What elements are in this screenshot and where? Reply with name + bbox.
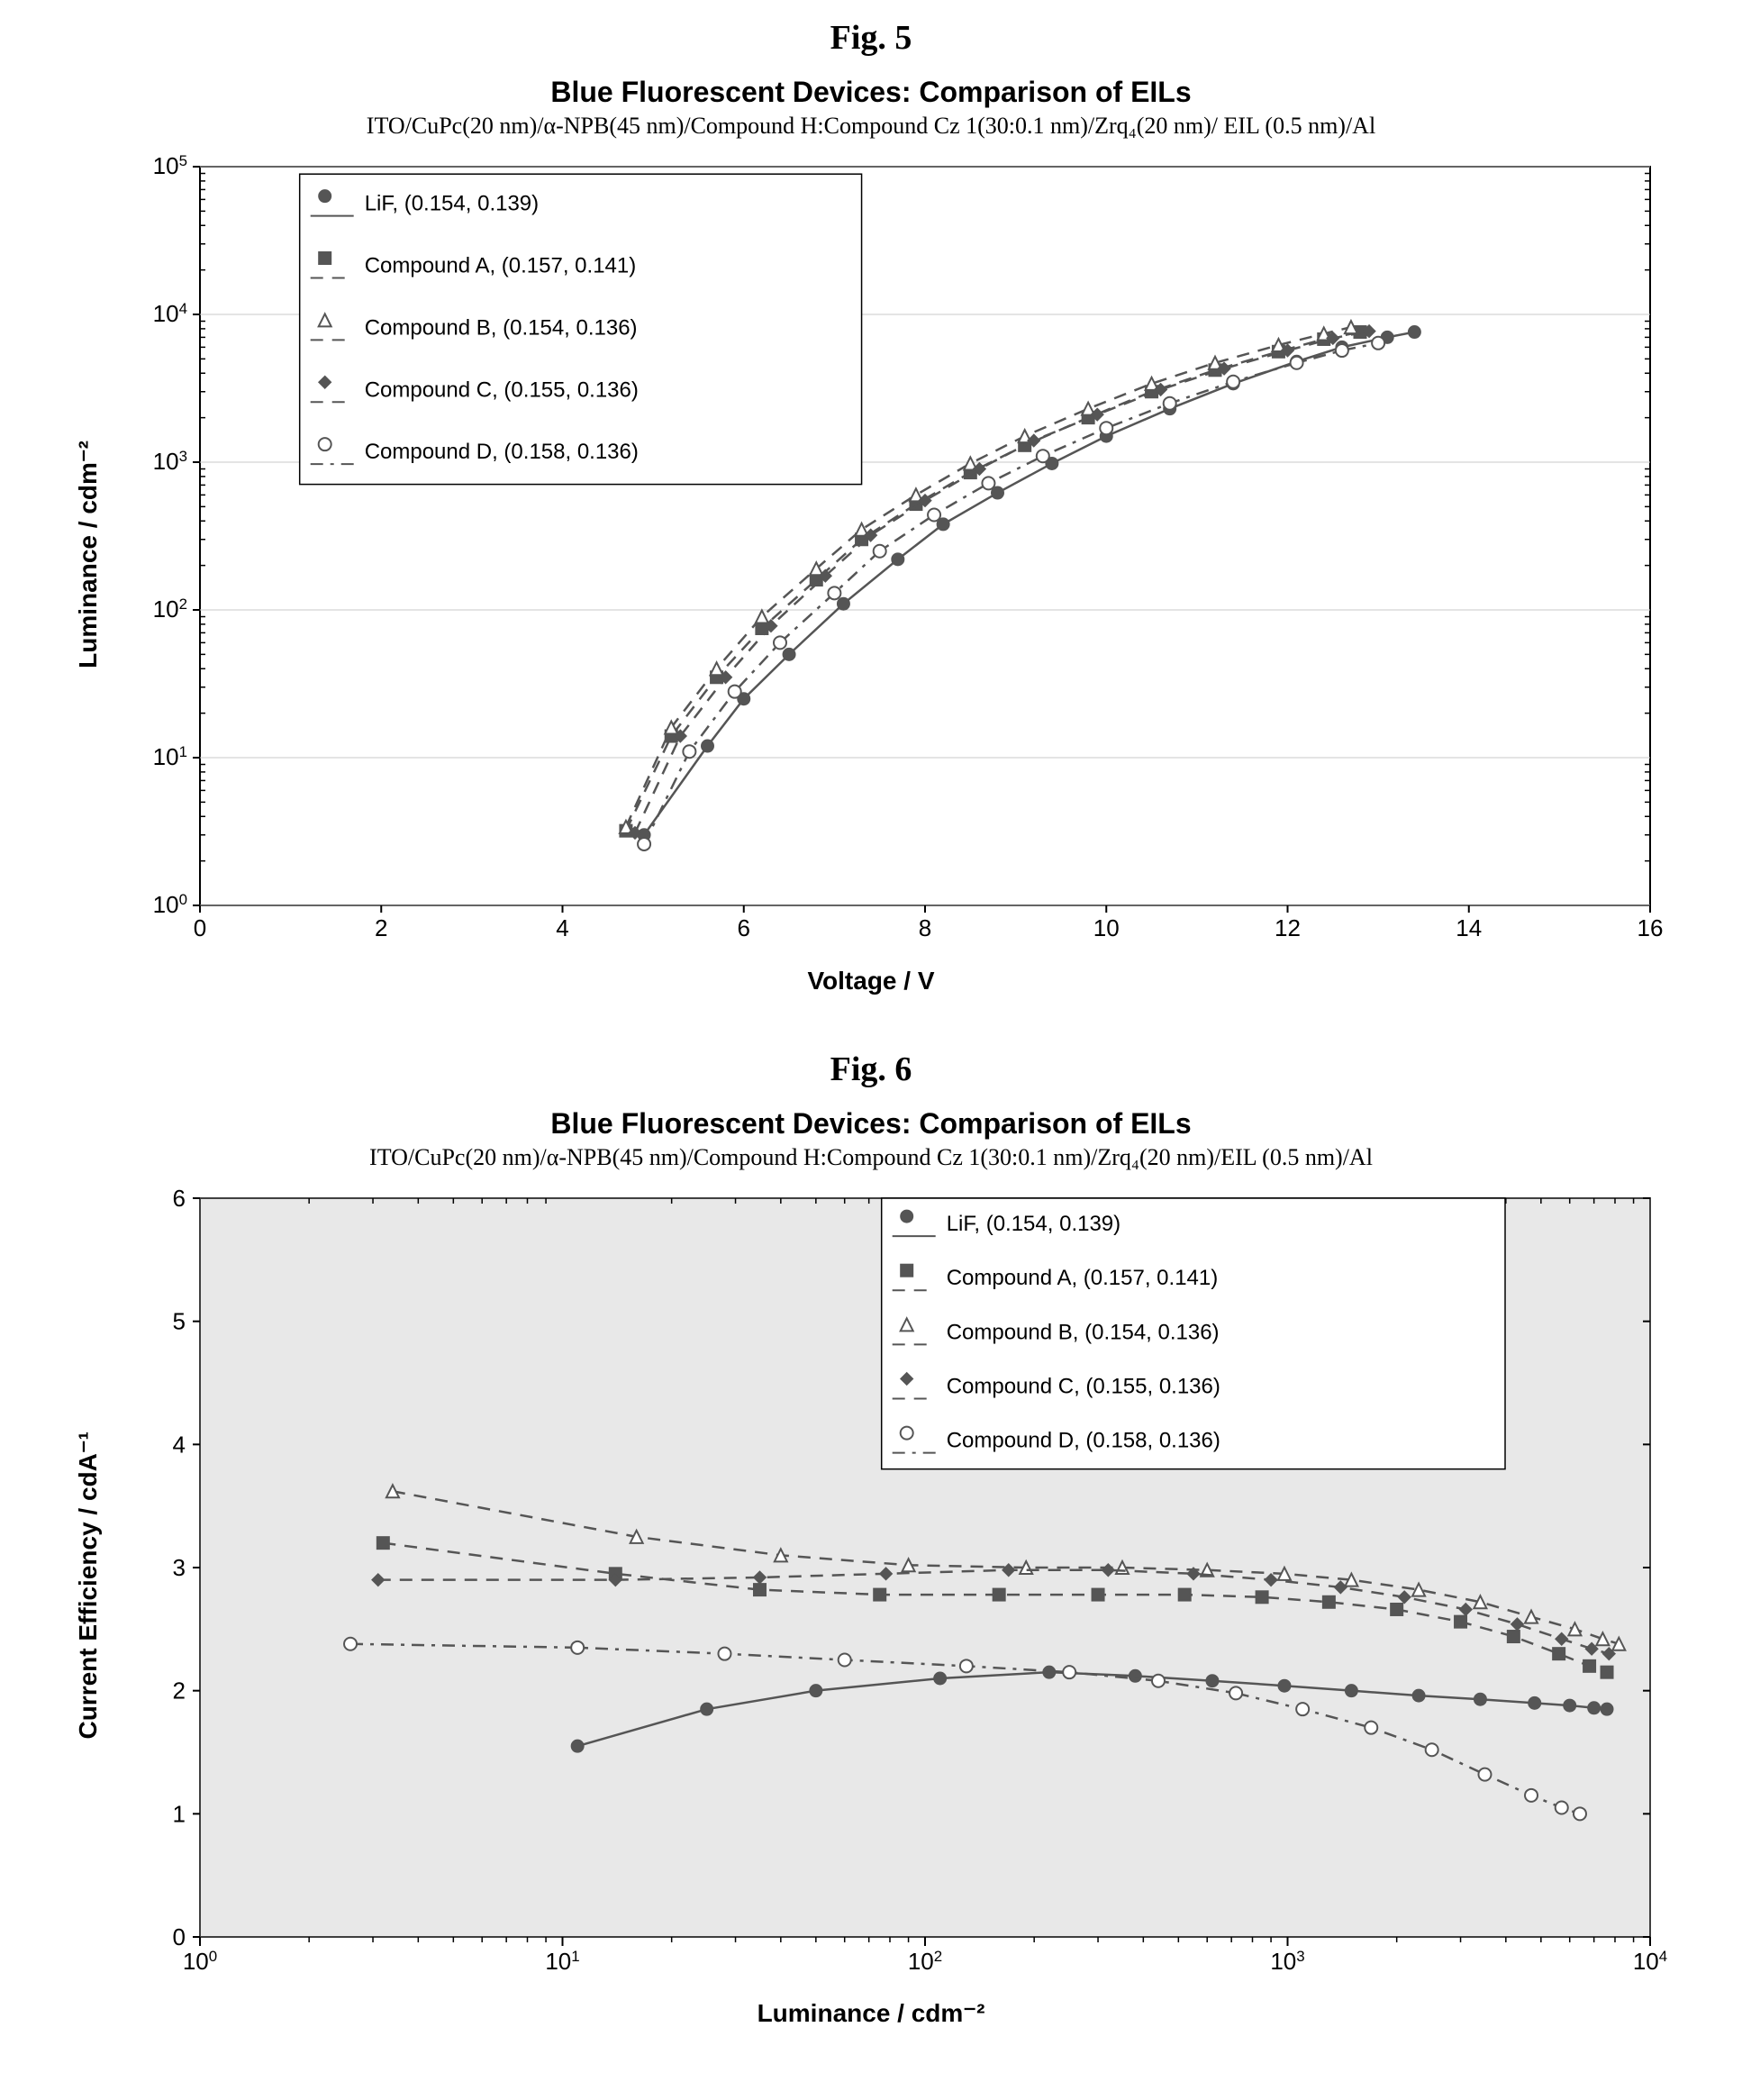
fig5-title: Blue Fluorescent Devices: Comparison of … bbox=[18, 76, 1724, 109]
svg-text:1: 1 bbox=[172, 1800, 185, 1827]
fig6-subtitle: ITO/CuPc(20 nm)/α-NPB(45 nm)/Compound H:… bbox=[18, 1144, 1724, 1171]
svg-text:101: 101 bbox=[152, 743, 186, 771]
svg-text:3: 3 bbox=[172, 1554, 185, 1581]
svg-text:Compound C, (0.155, 0.136): Compound C, (0.155, 0.136) bbox=[364, 377, 638, 402]
svg-text:6: 6 bbox=[737, 914, 749, 941]
fig5-ylabel: Luminance / cdm⁻² bbox=[66, 441, 110, 668]
svg-text:101: 101 bbox=[545, 1948, 579, 1976]
fig6-label: Fig. 6 bbox=[18, 1050, 1724, 1089]
svg-text:103: 103 bbox=[152, 448, 186, 476]
fig6-title: Blue Fluorescent Devices: Comparison of … bbox=[18, 1107, 1724, 1141]
fig5-plot: 100 101 102 103 104 105 0 2 4 6 8 10 12 14 16 LiF, (0.1… bbox=[110, 149, 1677, 959]
svg-text:Compound D, (0.158, 0.136): Compound D, (0.158, 0.136) bbox=[364, 440, 638, 464]
svg-text:2: 2 bbox=[375, 914, 387, 941]
svg-text:6: 6 bbox=[172, 1185, 185, 1212]
svg-text:104: 104 bbox=[1632, 1948, 1666, 1976]
svg-text:10: 10 bbox=[1093, 914, 1119, 941]
fig5-label: Fig. 5 bbox=[18, 18, 1724, 58]
svg-text:14: 14 bbox=[1456, 914, 1482, 941]
svg-text:100: 100 bbox=[182, 1948, 216, 1976]
svg-text:LiF, (0.154, 0.139): LiF, (0.154, 0.139) bbox=[946, 1212, 1120, 1236]
svg-text:102: 102 bbox=[152, 595, 186, 623]
figure-6: Fig. 6 Blue Fluorescent Devices: Compari… bbox=[18, 1050, 1724, 2028]
svg-text:Compound B, (0.154, 0.136): Compound B, (0.154, 0.136) bbox=[946, 1320, 1219, 1344]
svg-text:12: 12 bbox=[1275, 914, 1301, 941]
svg-text:0: 0 bbox=[193, 914, 205, 941]
svg-text:102: 102 bbox=[907, 1948, 941, 1976]
svg-text:100: 100 bbox=[152, 891, 186, 919]
svg-text:4: 4 bbox=[172, 1431, 185, 1458]
svg-text:Compound B, (0.154, 0.136): Compound B, (0.154, 0.136) bbox=[364, 315, 637, 340]
svg-text:105: 105 bbox=[152, 152, 186, 180]
svg-text:Compound A, (0.157, 0.141): Compound A, (0.157, 0.141) bbox=[946, 1266, 1218, 1290]
fig5-subtitle: ITO/CuPc(20 nm)/α-NPB(45 nm)/Compound H:… bbox=[18, 113, 1724, 140]
figure-5: Fig. 5 Blue Fluorescent Devices: Compari… bbox=[18, 18, 1724, 995]
svg-text:4: 4 bbox=[556, 914, 568, 941]
svg-text:8: 8 bbox=[918, 914, 930, 941]
svg-text:Compound D, (0.158, 0.136): Compound D, (0.158, 0.136) bbox=[946, 1429, 1220, 1453]
fig6-plot: 0 1 2 3 4 5 6 100 101 102 103 104 LiF, (0.154, 0.139… bbox=[110, 1180, 1677, 1991]
svg-text:104: 104 bbox=[152, 300, 186, 328]
svg-text:5: 5 bbox=[172, 1308, 185, 1335]
svg-text:LiF, (0.154, 0.139): LiF, (0.154, 0.139) bbox=[364, 192, 538, 216]
fig6-xlabel: Luminance / cdm⁻² bbox=[18, 1998, 1724, 2028]
fig5-xlabel: Voltage / V bbox=[18, 967, 1724, 995]
svg-text:0: 0 bbox=[172, 1923, 185, 1950]
svg-text:16: 16 bbox=[1637, 914, 1663, 941]
fig6-ylabel: Current Efficiency / cdA⁻¹ bbox=[66, 1432, 110, 1740]
svg-text:2: 2 bbox=[172, 1677, 185, 1705]
svg-text:103: 103 bbox=[1270, 1948, 1304, 1976]
svg-text:Compound A, (0.157, 0.141): Compound A, (0.157, 0.141) bbox=[364, 254, 636, 278]
svg-text:Compound C, (0.155, 0.136): Compound C, (0.155, 0.136) bbox=[946, 1374, 1220, 1398]
